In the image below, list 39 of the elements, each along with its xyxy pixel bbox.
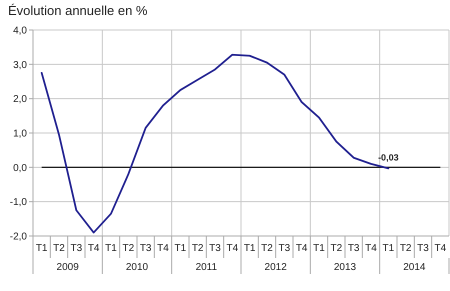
x-tick-label: T2 [53, 243, 66, 254]
text: 2012 [264, 262, 288, 273]
x-tick-label: T2 [400, 243, 412, 254]
text: 2013 [334, 262, 357, 273]
x-tick-label: T1 [313, 243, 326, 254]
x-tick-label: T4 [434, 243, 447, 254]
y-tick-label: 2,0 [13, 94, 28, 106]
x-tick-label: T3 [348, 243, 360, 254]
y-tick-label: 4,0 [13, 26, 28, 36]
x-tick-label: T4 [365, 243, 378, 254]
y-tick-label: -1,0 [10, 197, 28, 208]
text: 2010 [126, 262, 149, 273]
data-label: -0,03 [378, 152, 399, 162]
y-tick-label: 3,0 [13, 60, 28, 71]
text: 2009 [56, 262, 80, 273]
x-tick-label: T2 [192, 243, 204, 254]
x-tick-label: T3 [209, 243, 222, 254]
y-tick-label: 0,0 [13, 162, 28, 174]
x-tick-label: T3 [140, 243, 152, 254]
x-tick-label: T1 [36, 243, 48, 254]
x-tick-label: T1 [174, 243, 187, 254]
x-tick-label: T1 [382, 243, 395, 254]
chart-title: Évolution annuelle en % [8, 3, 148, 18]
x-tick-label: T3 [70, 243, 83, 254]
y-tick-label: -2,0 [10, 232, 28, 242]
x-tick-label: T4 [296, 243, 308, 254]
x-tick-label: T1 [105, 243, 118, 254]
text: 2011 [196, 262, 218, 273]
x-tick-label: T3 [417, 243, 430, 254]
x-tick-label: T2 [122, 243, 135, 254]
x-tick-label: T4 [226, 243, 239, 254]
x-tick-label: T3 [278, 243, 291, 254]
text: 2014 [403, 262, 426, 273]
x-tick-label: T1 [244, 243, 256, 254]
x-tick-label: T4 [88, 243, 100, 254]
y-tick-label: 1,0 [13, 128, 28, 140]
x-tick-label: T2 [330, 243, 343, 254]
x-tick-label: T2 [261, 243, 274, 254]
x-tick-label: T4 [157, 243, 170, 254]
